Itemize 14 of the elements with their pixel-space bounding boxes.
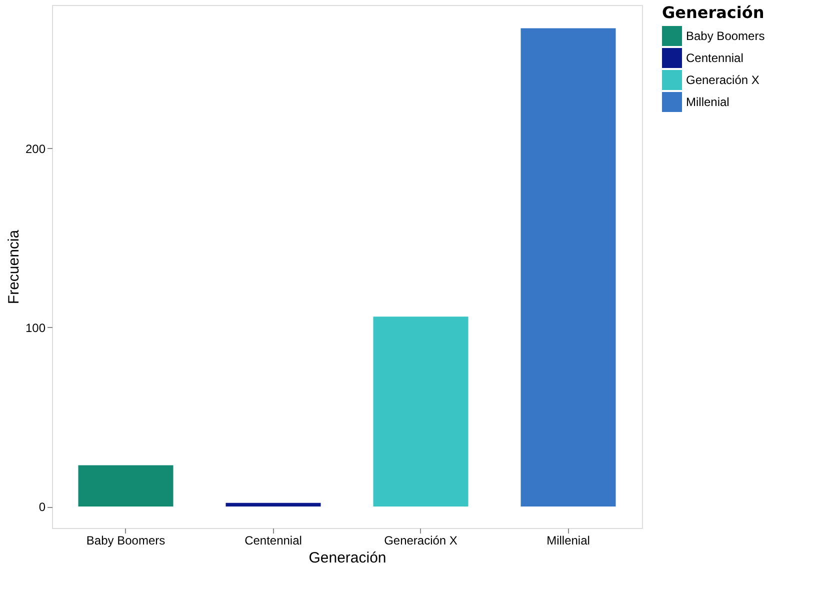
legend-label: Baby Boomers: [686, 29, 765, 43]
legend-label: Generación X: [686, 73, 760, 87]
legend-label: Centennial: [686, 51, 744, 65]
y-axis-title: Frecuencia: [5, 229, 22, 304]
y-tick-label: 100: [25, 320, 46, 335]
x-tick-label: Baby Boomers: [86, 534, 166, 548]
x-tick-label: Centennial: [244, 534, 302, 548]
x-axis-title: Generación: [308, 550, 386, 566]
y-tick-label: 200: [25, 142, 46, 156]
x-tick-label: Generación X: [384, 534, 458, 548]
x-tick-label: Millenial: [546, 534, 590, 548]
legend-title: Generación: [662, 3, 764, 22]
y-tick-label: 0: [38, 500, 46, 514]
legend-label: Millenial: [686, 95, 730, 109]
